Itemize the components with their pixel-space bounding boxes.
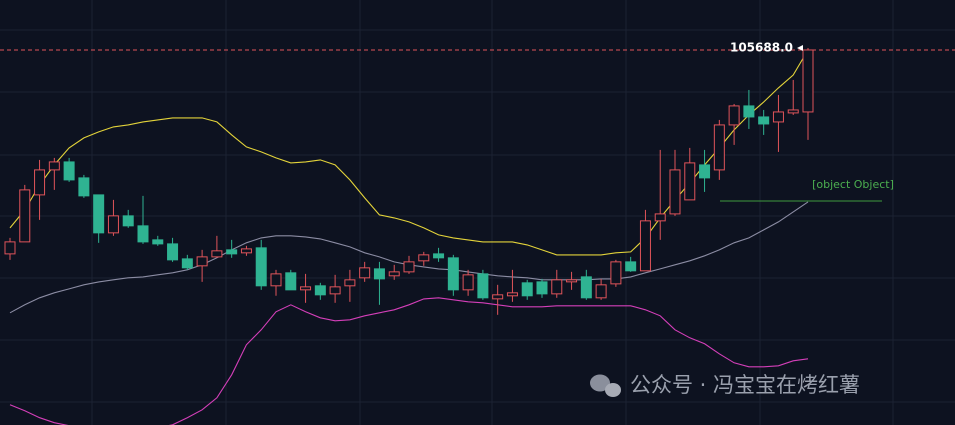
candle-body [34,169,46,196]
band-line [9,297,809,425]
watermark: 公众号 · 冯宝宝在烤红薯 [630,373,860,397]
candle-body [610,261,622,285]
candle-body [329,286,341,295]
candle-body [551,279,563,295]
candle-body [654,213,666,222]
candle-body [580,276,592,299]
candle-body [4,241,16,255]
candle-body [447,257,459,291]
candle-body [728,105,740,126]
candle-body [787,109,799,114]
candle-body [713,124,725,171]
candle-body [152,239,164,245]
last-price-marker [797,44,803,51]
candle-body [300,286,312,291]
icon-bubble [605,383,621,397]
candle-body [240,248,252,254]
candle-body [625,261,637,272]
candle-body [344,279,356,287]
candle-body [255,247,267,287]
candle-body [107,215,119,234]
candle-body [285,272,297,291]
candle-body [802,49,814,113]
candle-body [418,254,430,262]
candle-body [63,161,75,181]
candle-body [536,281,548,295]
candle-body [270,273,282,287]
candle-body [684,162,696,201]
candle-body [93,194,105,234]
candle-body [196,256,208,267]
candle-body [314,285,326,296]
candle-body [167,243,179,261]
candle-body [477,273,489,299]
candle-body [462,274,474,291]
candle-body [211,250,223,258]
candle-body [595,284,607,299]
candle-body [492,294,504,300]
candle-body [137,225,149,243]
candle-body [743,105,755,118]
candle-body [403,261,415,273]
candle-body [772,111,784,123]
watermark-icon [590,374,621,397]
icon-bubble [590,374,610,392]
level-label: [object Object] [812,178,894,191]
candle-body [669,169,681,215]
candle-body [359,267,371,279]
candle-body [122,215,134,227]
last-price-label: 105688.0 [730,40,793,54]
candle-body [226,249,238,255]
candle-body [521,282,533,297]
candle-body [78,177,90,197]
candle-body [388,271,400,277]
candle-body [373,268,385,280]
candle-body [19,189,31,243]
candle-body [758,116,770,125]
candle-body [433,253,445,259]
candle-body [181,258,193,269]
candle-body [506,292,518,297]
candle-body [48,161,60,171]
candle-body [699,164,711,179]
candle-body [566,279,578,283]
candle-body [639,220,651,272]
